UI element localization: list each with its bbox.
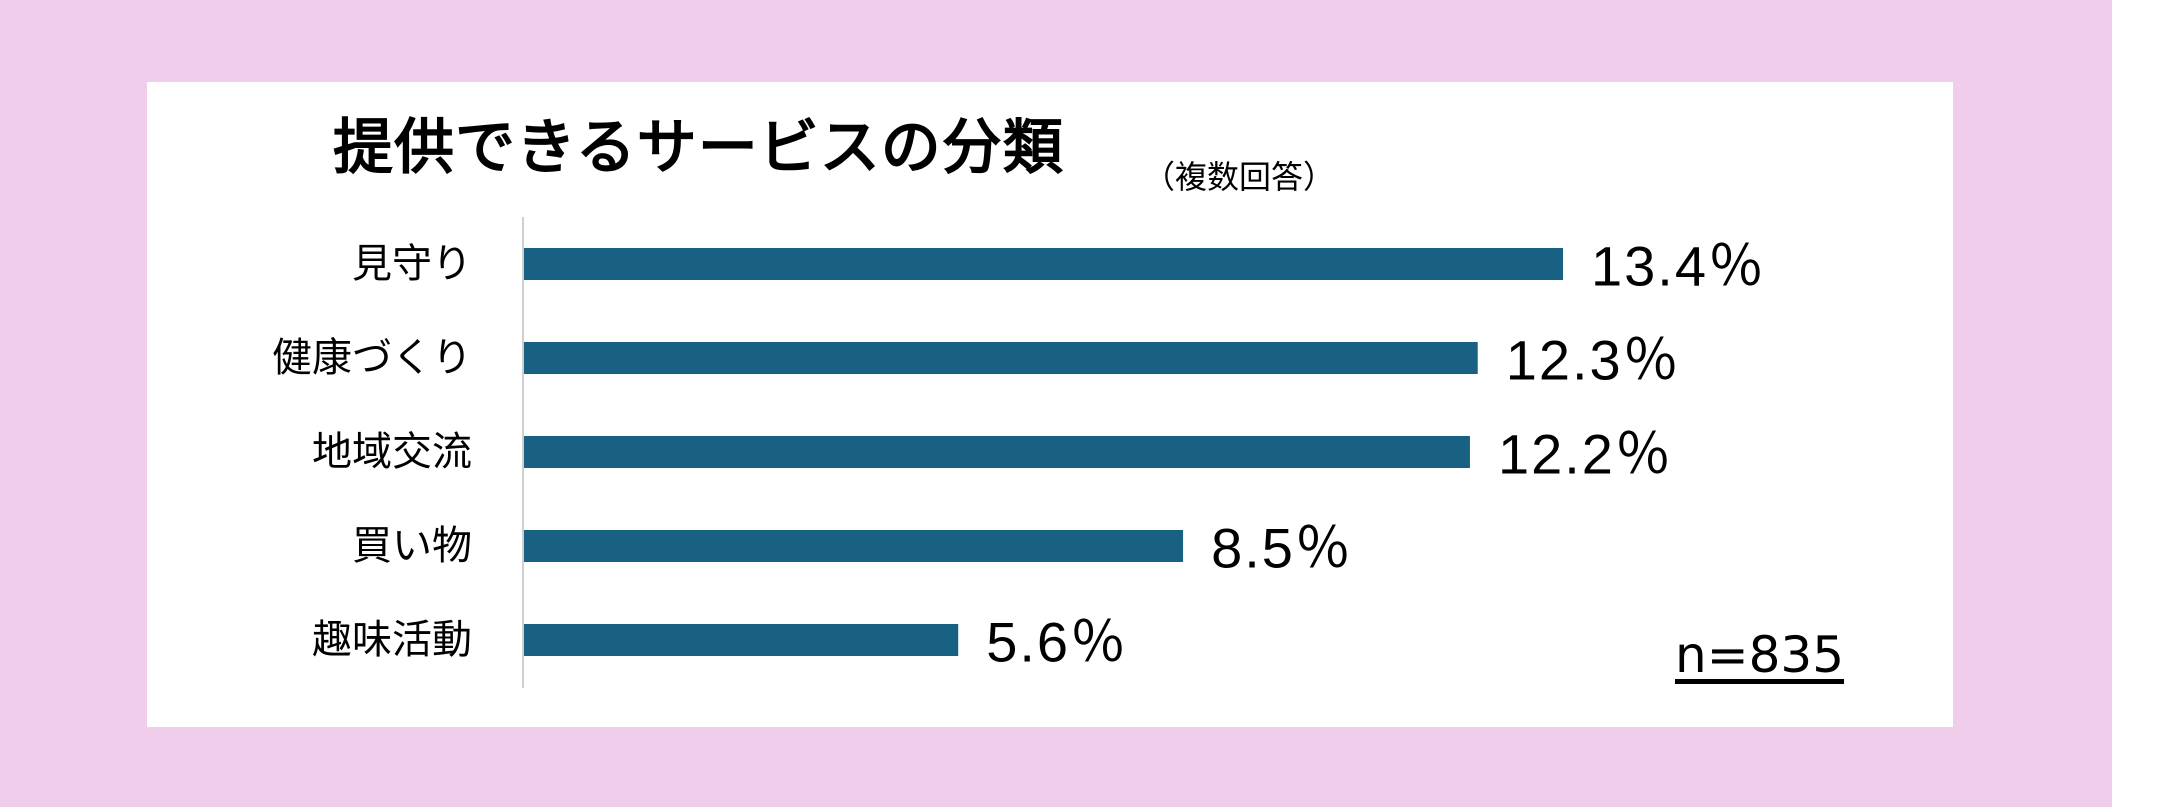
category-label-2: 健康づくり [272, 335, 472, 381]
chart-subtitle: （複数回答） [1143, 158, 1336, 196]
value-label-2: 12.3％ [1506, 329, 1681, 392]
value-label-3: 12.2％ [1498, 423, 1673, 486]
category-label-3: 地域交流 [312, 429, 472, 475]
bar-5 [524, 624, 959, 656]
value-label-1: 13.4％ [1591, 235, 1766, 298]
value-label-4: 8.5％ [1211, 517, 1353, 580]
chart-marks: 見守り 13.4％ 健康づくり 12.3％ 地域交流 12.2％ 買い物 8.5％ 趣味活動 5.… [272, 235, 1766, 674]
category-label-1: 見守り [352, 241, 472, 287]
sample-size-label: n=835 [1675, 626, 1845, 684]
bar-2 [524, 342, 1478, 374]
chart-panel [147, 82, 1953, 727]
bar-3 [524, 436, 1470, 468]
category-label-5: 趣味活動 [312, 617, 472, 663]
bar-1 [524, 248, 1563, 280]
chart-title: 提供できるサービスの分類 [333, 113, 1064, 183]
category-label-4: 買い物 [352, 523, 472, 569]
value-label-5: 5.6％ [986, 611, 1128, 674]
bar-4 [524, 530, 1184, 562]
